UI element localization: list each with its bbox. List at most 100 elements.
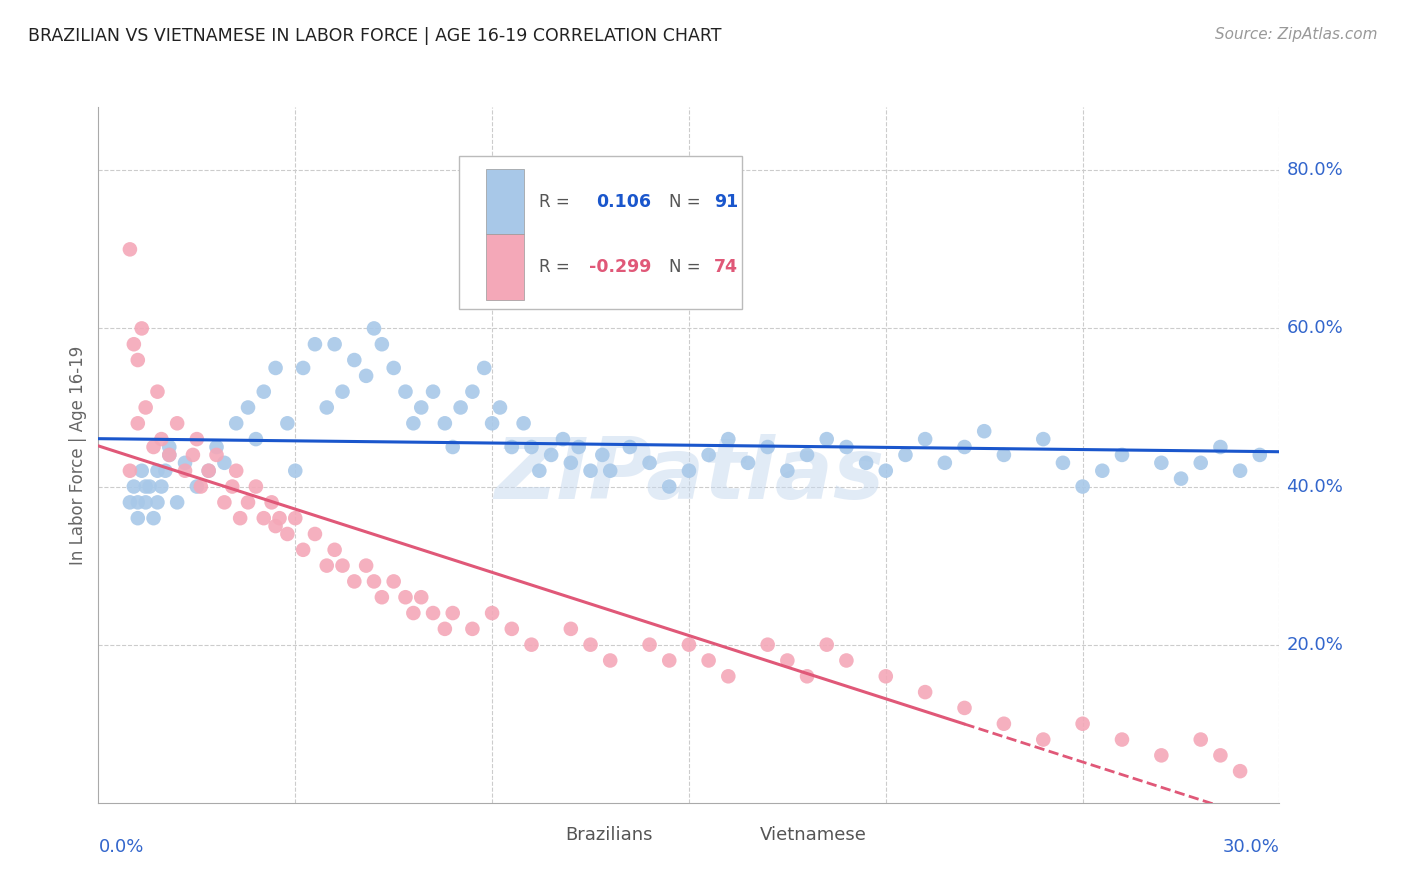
- Point: [245, 432, 267, 446]
- Point: [638, 456, 661, 470]
- Point: [1229, 764, 1251, 779]
- Point: [501, 622, 523, 636]
- Point: [422, 606, 444, 620]
- FancyBboxPatch shape: [716, 821, 754, 849]
- Point: [131, 464, 153, 478]
- Point: [1071, 716, 1094, 731]
- Point: [214, 495, 236, 509]
- Point: [796, 669, 818, 683]
- Point: [638, 638, 661, 652]
- Point: [520, 440, 543, 454]
- Point: [599, 653, 621, 667]
- Point: [363, 574, 385, 589]
- Point: [118, 495, 141, 509]
- Point: [205, 448, 228, 462]
- Point: [118, 243, 141, 257]
- Point: [166, 417, 188, 431]
- Point: [181, 448, 204, 462]
- Point: [1091, 464, 1114, 478]
- Text: Brazilians: Brazilians: [565, 826, 652, 844]
- FancyBboxPatch shape: [486, 169, 523, 235]
- Point: [914, 685, 936, 699]
- Point: [1189, 732, 1212, 747]
- Point: [304, 337, 326, 351]
- Point: [122, 479, 145, 493]
- Point: [1209, 440, 1232, 454]
- Point: [155, 464, 177, 478]
- Point: [197, 464, 219, 478]
- Point: [560, 622, 582, 636]
- Point: [245, 479, 267, 493]
- Point: [1111, 448, 1133, 462]
- Point: [127, 511, 149, 525]
- Text: N =: N =: [669, 258, 706, 276]
- Point: [127, 495, 149, 509]
- Point: [394, 384, 416, 399]
- Point: [131, 321, 153, 335]
- Point: [481, 606, 503, 620]
- Point: [599, 464, 621, 478]
- Point: [363, 321, 385, 335]
- Point: [993, 716, 1015, 731]
- Point: [776, 653, 799, 667]
- Point: [135, 401, 157, 415]
- Point: [323, 542, 346, 557]
- Point: [472, 360, 495, 375]
- Point: [135, 495, 157, 509]
- Point: [157, 448, 180, 462]
- Point: [481, 417, 503, 431]
- Point: [579, 464, 602, 478]
- Point: [993, 448, 1015, 462]
- Text: 80.0%: 80.0%: [1286, 161, 1343, 179]
- Point: [461, 622, 484, 636]
- Point: [174, 464, 197, 478]
- Point: [186, 479, 208, 493]
- Text: 60.0%: 60.0%: [1286, 319, 1343, 337]
- Point: [619, 440, 641, 454]
- Point: [591, 448, 613, 462]
- Point: [135, 479, 157, 493]
- Point: [875, 464, 897, 478]
- Point: [551, 432, 574, 446]
- Point: [142, 440, 165, 454]
- Y-axis label: In Labor Force | Age 16-19: In Labor Force | Age 16-19: [69, 345, 87, 565]
- Point: [815, 638, 838, 652]
- Point: [875, 669, 897, 683]
- Point: [512, 417, 534, 431]
- Point: [835, 653, 858, 667]
- Point: [973, 424, 995, 438]
- Point: [529, 464, 551, 478]
- Point: [166, 495, 188, 509]
- Point: [284, 464, 307, 478]
- Point: [1209, 748, 1232, 763]
- Point: [934, 456, 956, 470]
- FancyBboxPatch shape: [458, 156, 742, 309]
- Point: [315, 401, 337, 415]
- Point: [332, 384, 354, 399]
- Point: [489, 401, 512, 415]
- Point: [205, 440, 228, 454]
- Point: [382, 360, 405, 375]
- Point: [157, 448, 180, 462]
- Point: [127, 417, 149, 431]
- Point: [269, 511, 291, 525]
- Point: [394, 591, 416, 605]
- Point: [756, 440, 779, 454]
- Point: [1111, 732, 1133, 747]
- Point: [568, 440, 591, 454]
- Point: [422, 384, 444, 399]
- Point: [214, 456, 236, 470]
- Point: [658, 653, 681, 667]
- Point: [150, 479, 173, 493]
- Point: [127, 353, 149, 368]
- Point: [450, 401, 472, 415]
- Point: [737, 456, 759, 470]
- Point: [678, 638, 700, 652]
- Point: [146, 495, 169, 509]
- Point: [354, 558, 377, 573]
- Point: [1032, 732, 1054, 747]
- Point: [1189, 456, 1212, 470]
- Point: [717, 669, 740, 683]
- Point: [138, 479, 160, 493]
- Text: -0.299: -0.299: [589, 258, 651, 276]
